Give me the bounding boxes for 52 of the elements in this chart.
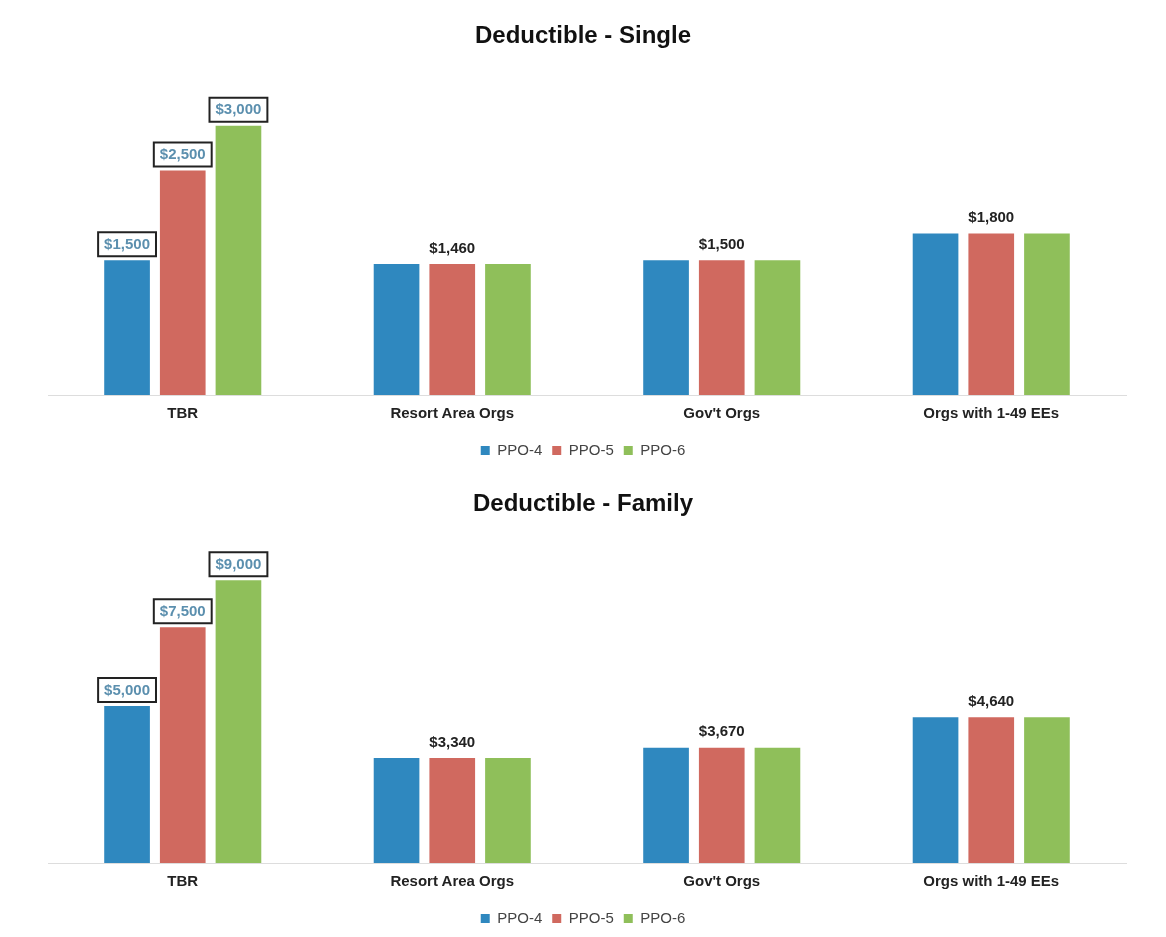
x-tick-label: TBR [167,404,199,422]
bar [104,260,150,395]
data-label: $5,000 [104,680,150,698]
bar [485,758,531,863]
bar [159,627,206,863]
legend-label: PPO-4 [497,908,543,926]
data-label: $3,340 [429,732,476,750]
bar [912,233,959,395]
data-label: $1,500 [104,234,150,252]
data-label: $2,500 [159,145,206,163]
data-label: $3,000 [215,100,262,118]
bar [215,580,262,863]
data-label: $9,000 [215,554,262,572]
bar [215,125,262,395]
x-tick-label: Orgs with 1-49 EEs [923,872,1060,890]
x-tick-label: Resort Area Orgs [390,404,515,422]
chart-title: Deductible - Single [474,21,692,49]
bar [1024,717,1070,863]
data-label: $1,500 [698,234,745,252]
bar [373,758,420,863]
x-tick-label: Resort Area Orgs [390,872,515,890]
x-tick-label: Gov't Orgs [683,872,761,890]
bar [104,705,150,863]
bar [754,260,801,395]
bar [159,170,206,395]
x-tick-label: Orgs with 1-49 EEs [923,404,1060,422]
bar [485,263,531,395]
legend-label: PPO-6 [640,908,686,926]
data-label: $1,460 [429,238,476,256]
legend-label: PPO-6 [640,440,686,458]
data-label: $1,800 [968,208,1015,226]
bar [429,758,476,863]
bar [968,717,1015,863]
bar [698,260,745,395]
legend-label: PPO-4 [497,440,543,458]
data-label: $7,500 [159,601,206,619]
x-tick-label: Gov't Orgs [683,404,761,422]
bar [643,260,689,395]
data-label: $4,640 [968,691,1015,709]
legend-label: PPO-5 [568,440,614,458]
chart-title: Deductible - Family [472,489,694,517]
bar [968,233,1015,395]
bar [698,747,745,863]
data-label: $3,670 [698,722,745,740]
bar [912,717,959,863]
x-tick-label: TBR [167,872,199,890]
bar [643,747,689,863]
bar [1024,233,1070,395]
legend-label: PPO-5 [568,908,614,926]
bar [429,263,476,395]
bar [754,747,801,863]
bar [373,263,420,395]
